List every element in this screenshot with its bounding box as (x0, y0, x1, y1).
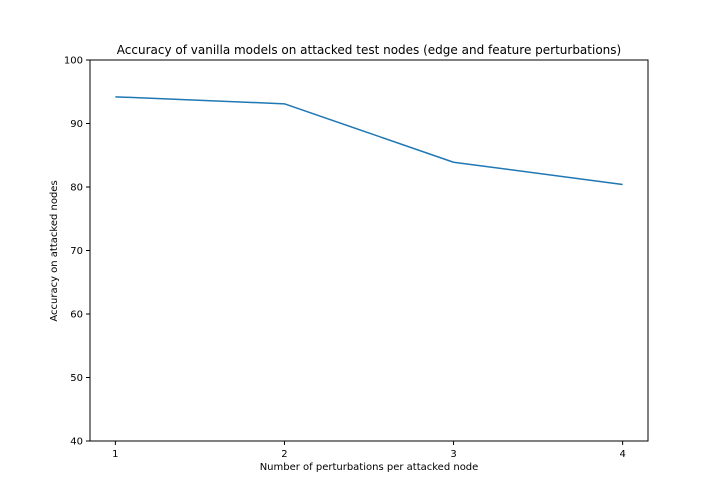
series-group (115, 96, 623, 186)
y-axis-label: Accuracy on attacked nodes (49, 180, 60, 321)
x-tick-label: 1 (112, 449, 118, 460)
series-line (115, 96, 623, 186)
x-tick-label: 3 (450, 449, 456, 460)
y-tick-label: 100 (64, 56, 83, 67)
x-tick-label: 4 (619, 449, 625, 460)
y-tick-label: 40 (70, 437, 83, 448)
y-tick-label: 50 (70, 373, 83, 384)
chart-title: Accuracy of vanilla models on attacked t… (117, 43, 621, 57)
y-tick-label: 80 (70, 183, 83, 194)
y-tick-label: 70 (70, 246, 83, 257)
y-tick-label: 90 (70, 119, 83, 130)
y-tick-label: 60 (70, 310, 83, 321)
y-axis: 40 50 60 70 80 90 100 (64, 56, 90, 448)
x-tick-label: 2 (281, 449, 287, 460)
x-axis-label: Number of perturbations per attacked nod… (260, 462, 479, 473)
x-axis: 1 2 3 4 (112, 441, 626, 460)
plot-frame (89, 59, 649, 442)
